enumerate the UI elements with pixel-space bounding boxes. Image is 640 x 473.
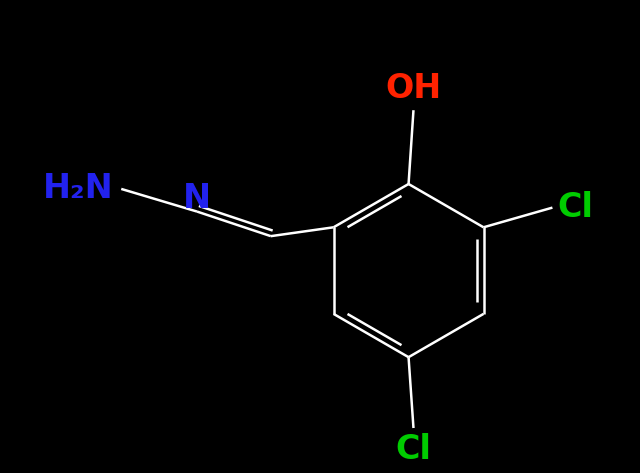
Text: N: N [183,182,211,214]
Text: Cl: Cl [396,433,431,466]
Text: H₂N: H₂N [43,173,113,205]
Text: Cl: Cl [557,191,593,224]
Text: OH: OH [385,72,442,105]
